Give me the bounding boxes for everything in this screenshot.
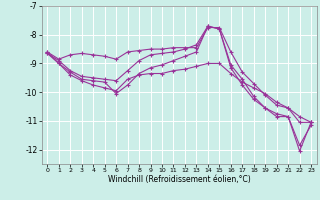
- X-axis label: Windchill (Refroidissement éolien,°C): Windchill (Refroidissement éolien,°C): [108, 175, 251, 184]
